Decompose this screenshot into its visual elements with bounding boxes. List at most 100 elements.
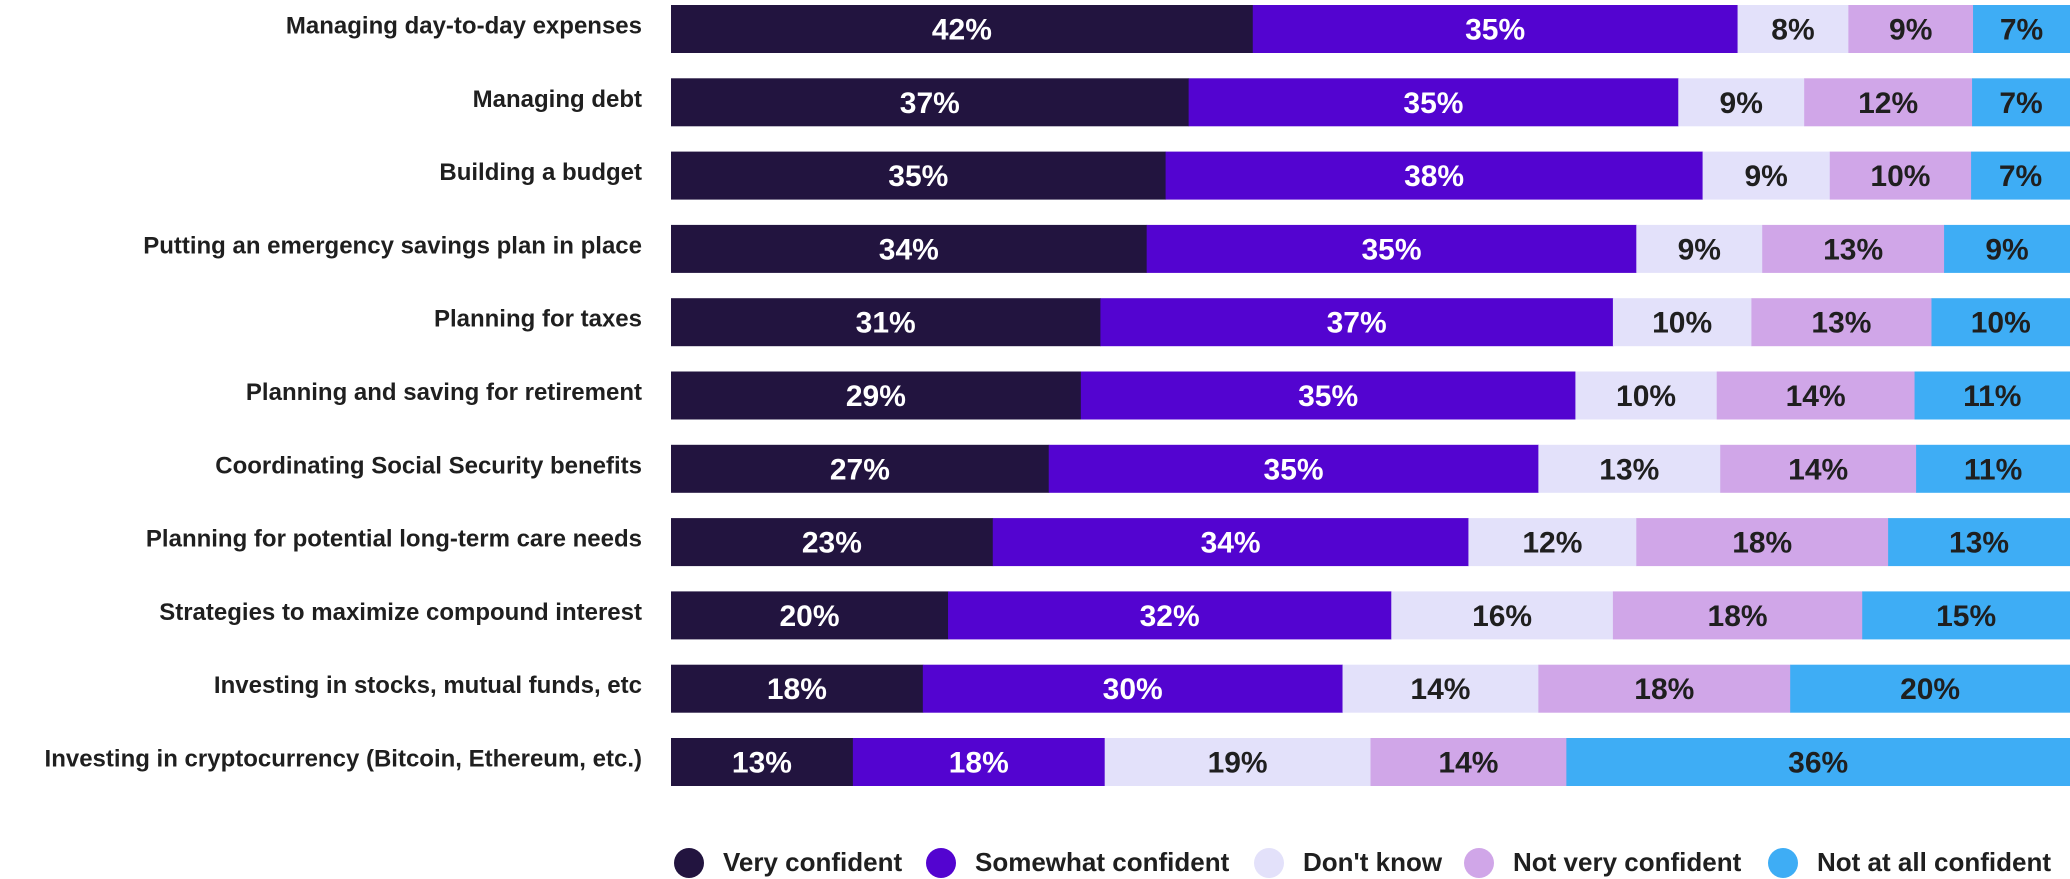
legend-label-don-t-know: Don't know xyxy=(1303,847,1443,877)
bar-segment-not-at-all-confident xyxy=(1566,738,2070,786)
category-label-putting-an-emergency-savings-plan-in-place: Putting an emergency savings plan in pla… xyxy=(143,232,642,259)
data-label-not-at-all-confident: 36% xyxy=(1788,747,1848,780)
bar-segment-very-confident xyxy=(671,591,949,640)
data-label-very-confident: 27% xyxy=(830,453,890,486)
data-label-don-t-know: 14% xyxy=(1410,673,1470,706)
data-label-somewhat-confident: 38% xyxy=(1404,160,1464,193)
data-label-very-confident: 29% xyxy=(846,380,906,413)
bar-segment-don-t-know xyxy=(1737,5,1849,53)
bar-segment-not-very-confident xyxy=(1612,591,1863,640)
bar-segment-somewhat-confident xyxy=(948,591,1392,640)
bar-segment-not-at-all-confident xyxy=(1931,298,2070,347)
data-label-somewhat-confident: 34% xyxy=(1201,527,1261,560)
bar-segment-somewhat-confident xyxy=(1080,371,1576,420)
data-label-not-at-all-confident: 13% xyxy=(1949,527,2009,560)
data-label-not-very-confident: 10% xyxy=(1870,160,1930,193)
data-label-don-t-know: 9% xyxy=(1744,160,1787,193)
bar-segment-don-t-know xyxy=(1636,224,1763,273)
data-label-not-very-confident: 18% xyxy=(1708,600,1768,633)
data-label-not-at-all-confident: 11% xyxy=(1963,380,2021,413)
data-label-don-t-know: 9% xyxy=(1678,233,1721,266)
category-label-planning-for-potential-long-term-care-needs: Planning for potential long-term care ne… xyxy=(146,526,642,553)
category-label-building-a-budget: Building a budget xyxy=(439,159,642,186)
data-label-don-t-know: 9% xyxy=(1720,87,1763,120)
legend-label-not-at-all-confident: Not at all confident xyxy=(1817,847,2051,877)
bar-segment-don-t-know xyxy=(1678,78,1805,127)
data-label-not-at-all-confident: 7% xyxy=(1999,87,2042,120)
data-label-not-at-all-confident: 10% xyxy=(1971,307,2031,340)
bar-segment-not-at-all-confident xyxy=(1862,591,2070,640)
data-label-not-very-confident: 18% xyxy=(1634,673,1694,706)
legend-marker-not-very-confident xyxy=(1464,848,1494,878)
data-label-somewhat-confident: 37% xyxy=(1327,307,1387,340)
legend-marker-don-t-know xyxy=(1254,848,1284,878)
data-label-somewhat-confident: 18% xyxy=(949,747,1009,780)
data-label-not-at-all-confident: 15% xyxy=(1936,600,1996,633)
bar-segment-somewhat-confident xyxy=(1146,224,1637,273)
data-label-very-confident: 20% xyxy=(779,600,839,633)
category-label-managing-debt: Managing debt xyxy=(473,86,642,113)
bar-segment-not-at-all-confident xyxy=(1972,78,2070,127)
legend-label-not-very-confident: Not very confident xyxy=(1513,847,1742,877)
data-label-not-very-confident: 12% xyxy=(1858,87,1918,120)
bar-segment-somewhat-confident xyxy=(1100,298,1614,347)
bar-segment-somewhat-confident xyxy=(992,518,1469,567)
bar-segment-somewhat-confident xyxy=(852,738,1106,786)
category-labels: Managing day-to-day expenses Managing deb… xyxy=(45,13,642,773)
data-label-somewhat-confident: 35% xyxy=(1403,87,1463,120)
data-label-not-very-confident: 14% xyxy=(1438,747,1498,780)
bar-segment-not-at-all-confident xyxy=(1790,664,2070,713)
legend-label-somewhat-confident: Somewhat confident xyxy=(975,847,1230,877)
data-label-not-at-all-confident: 7% xyxy=(1999,160,2042,193)
data-label-very-confident: 18% xyxy=(767,673,827,706)
bar-segment-somewhat-confident xyxy=(1048,444,1539,493)
data-label-not-very-confident: 13% xyxy=(1811,307,1871,340)
bar-segment-very-confident xyxy=(671,151,1167,200)
data-label-don-t-know: 10% xyxy=(1652,307,1712,340)
bar-segment-somewhat-confident xyxy=(1252,5,1739,53)
bar-segment-somewhat-confident xyxy=(1165,151,1704,200)
data-label-not-very-confident: 9% xyxy=(1889,14,1932,47)
data-label-don-t-know: 16% xyxy=(1472,600,1532,633)
data-label-somewhat-confident: 32% xyxy=(1140,600,1200,633)
data-label-very-confident: 34% xyxy=(879,233,939,266)
data-label-not-very-confident: 14% xyxy=(1786,380,1846,413)
bar-segment-not-at-all-confident xyxy=(1944,224,2070,273)
bar-segment-not-at-all-confident xyxy=(1888,518,2070,567)
bar-segment-not-at-all-confident xyxy=(1914,371,2070,420)
data-label-somewhat-confident: 35% xyxy=(1298,380,1358,413)
data-label-very-confident: 42% xyxy=(932,14,992,47)
bar-segment-not-very-confident xyxy=(1636,518,1889,567)
data-label-not-very-confident: 13% xyxy=(1823,233,1883,266)
bar-segment-not-very-confident xyxy=(1829,151,1972,200)
data-label-very-confident: 23% xyxy=(802,527,862,560)
bar-segment-very-confident xyxy=(671,78,1190,127)
data-label-somewhat-confident: 35% xyxy=(1361,233,1421,266)
bar-segment-not-very-confident xyxy=(1370,738,1567,786)
bar-segment-don-t-know xyxy=(1342,664,1539,713)
bar-segment-not-very-confident xyxy=(1762,224,1945,273)
bar-segment-not-very-confident xyxy=(1804,78,1973,127)
category-label-coordinating-social-security-benefits: Coordinating Social Security benefits xyxy=(215,452,642,479)
bar-segment-not-very-confident xyxy=(1751,298,1932,347)
data-label-somewhat-confident: 35% xyxy=(1465,14,1525,47)
data-label-not-very-confident: 18% xyxy=(1732,527,1792,560)
bar-segment-not-at-all-confident xyxy=(1971,151,2070,200)
data-label-very-confident: 37% xyxy=(900,87,960,120)
data-label-very-confident: 13% xyxy=(732,747,792,780)
bar-segment-somewhat-confident xyxy=(1188,78,1679,127)
bar-segment-don-t-know xyxy=(1468,518,1637,567)
data-label-somewhat-confident: 30% xyxy=(1103,673,1163,706)
data-label-not-very-confident: 14% xyxy=(1788,453,1848,486)
bar-segment-very-confident xyxy=(671,224,1148,273)
data-label-don-t-know: 12% xyxy=(1522,527,1582,560)
category-label-investing-in-stocks-mutual-funds-etc: Investing in stocks, mutual funds, etc xyxy=(214,672,642,699)
legend-marker-very-confident xyxy=(674,848,704,878)
bar-segment-very-confident xyxy=(671,5,1254,53)
bar-segment-not-very-confident xyxy=(1848,5,1974,53)
bar-segment-not-at-all-confident xyxy=(1973,5,2070,53)
legend-marker-not-at-all-confident xyxy=(1768,848,1798,878)
bar-segment-very-confident xyxy=(671,371,1082,420)
category-label-planning-for-taxes: Planning for taxes xyxy=(434,306,642,333)
